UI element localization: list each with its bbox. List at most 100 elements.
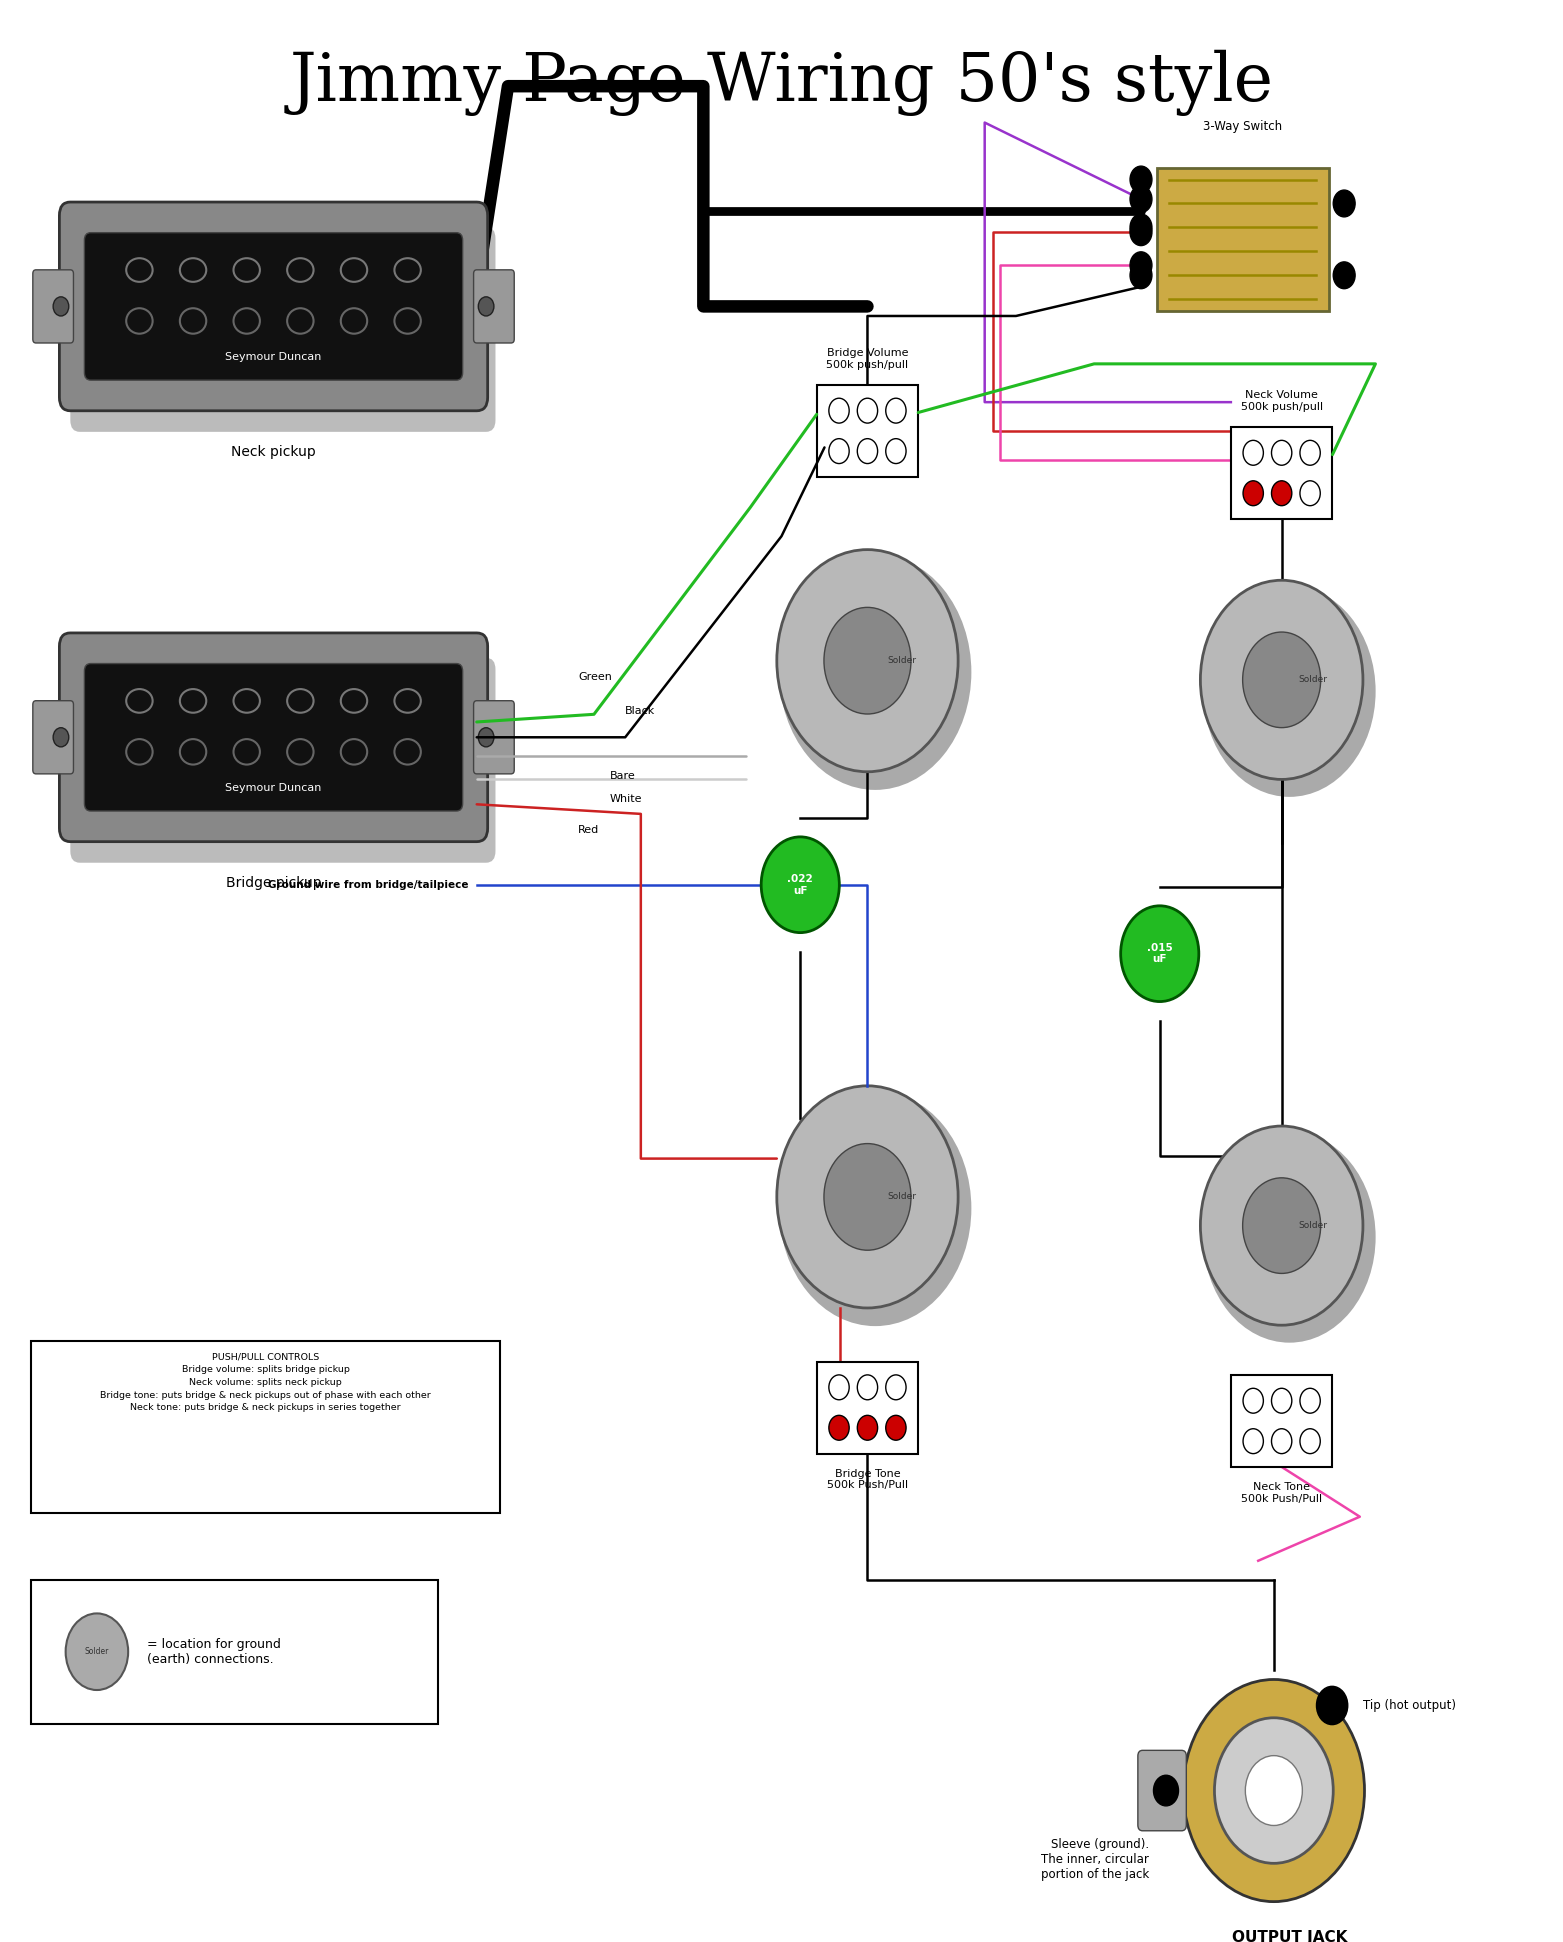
Circle shape xyxy=(780,1091,971,1326)
Text: Tip (hot output): Tip (hot output) xyxy=(1363,1699,1457,1713)
Circle shape xyxy=(1130,252,1152,278)
Ellipse shape xyxy=(233,740,259,765)
Text: Green: Green xyxy=(578,672,613,682)
Circle shape xyxy=(1243,1429,1263,1455)
Circle shape xyxy=(1316,1686,1347,1724)
Ellipse shape xyxy=(180,740,206,765)
Circle shape xyxy=(857,1416,878,1441)
Ellipse shape xyxy=(394,258,420,282)
Ellipse shape xyxy=(127,258,153,282)
Ellipse shape xyxy=(180,258,206,282)
Text: Jimmy Page Wiring 50's style: Jimmy Page Wiring 50's style xyxy=(289,50,1274,117)
Bar xyxy=(817,385,919,478)
Text: Neck pickup: Neck pickup xyxy=(231,445,316,458)
Text: Bridge Tone
500k Push/Pull: Bridge Tone 500k Push/Pull xyxy=(827,1468,908,1490)
Ellipse shape xyxy=(341,258,367,282)
Text: PUSH/PULL CONTROLS
Bridge volume: splits bridge pickup
Neck volume: splits neck : PUSH/PULL CONTROLS Bridge volume: splits… xyxy=(100,1352,431,1412)
Circle shape xyxy=(1183,1680,1364,1901)
Circle shape xyxy=(1243,1389,1263,1414)
Circle shape xyxy=(828,398,849,423)
Text: Neck Volume
500k push/pull: Neck Volume 500k push/pull xyxy=(1241,390,1322,412)
Text: Solder: Solder xyxy=(84,1647,109,1657)
Circle shape xyxy=(1271,441,1291,466)
Ellipse shape xyxy=(233,689,259,713)
Circle shape xyxy=(1153,1775,1179,1806)
Bar xyxy=(817,1361,919,1453)
Ellipse shape xyxy=(180,309,206,334)
FancyBboxPatch shape xyxy=(59,633,488,841)
Ellipse shape xyxy=(341,689,367,713)
Circle shape xyxy=(824,1144,911,1251)
Text: Bridge Volume
500k push/pull: Bridge Volume 500k push/pull xyxy=(827,348,908,369)
Circle shape xyxy=(1246,1756,1302,1825)
Circle shape xyxy=(1121,905,1199,1002)
Text: OUTPUT JACK: OUTPUT JACK xyxy=(1232,1930,1347,1942)
Circle shape xyxy=(828,1416,849,1441)
Ellipse shape xyxy=(288,740,314,765)
FancyBboxPatch shape xyxy=(84,233,463,381)
Ellipse shape xyxy=(233,258,259,282)
Circle shape xyxy=(886,398,907,423)
Circle shape xyxy=(780,555,971,790)
Bar xyxy=(1232,427,1332,519)
FancyBboxPatch shape xyxy=(33,701,73,773)
FancyBboxPatch shape xyxy=(84,664,463,812)
Text: Black: Black xyxy=(625,707,655,717)
Circle shape xyxy=(1333,262,1355,289)
Text: Solder: Solder xyxy=(1297,1222,1327,1229)
Text: Red: Red xyxy=(578,825,600,835)
Text: Solder: Solder xyxy=(888,656,916,666)
Ellipse shape xyxy=(341,740,367,765)
Ellipse shape xyxy=(233,309,259,334)
Circle shape xyxy=(1204,586,1375,796)
Circle shape xyxy=(1300,1389,1321,1414)
Circle shape xyxy=(1200,1126,1363,1324)
Circle shape xyxy=(1243,441,1263,466)
Text: = location for ground
(earth) connections.: = location for ground (earth) connection… xyxy=(147,1637,281,1666)
Circle shape xyxy=(886,1416,907,1441)
Text: 3-Way Switch: 3-Way Switch xyxy=(1204,120,1282,134)
Circle shape xyxy=(53,728,69,748)
Circle shape xyxy=(1130,262,1152,289)
Ellipse shape xyxy=(288,689,314,713)
Circle shape xyxy=(1271,1389,1291,1414)
Bar xyxy=(31,1581,438,1724)
Text: Neck Tone
500k Push/Pull: Neck Tone 500k Push/Pull xyxy=(1241,1482,1322,1503)
Ellipse shape xyxy=(180,689,206,713)
Circle shape xyxy=(1130,214,1152,241)
FancyBboxPatch shape xyxy=(59,202,488,412)
Circle shape xyxy=(478,297,494,317)
Circle shape xyxy=(1200,581,1363,779)
Ellipse shape xyxy=(394,689,420,713)
Ellipse shape xyxy=(394,740,420,765)
Circle shape xyxy=(761,837,839,932)
Circle shape xyxy=(857,1375,878,1400)
FancyBboxPatch shape xyxy=(474,701,514,773)
FancyBboxPatch shape xyxy=(70,658,495,862)
Ellipse shape xyxy=(394,309,420,334)
Circle shape xyxy=(1271,482,1291,505)
Ellipse shape xyxy=(127,689,153,713)
Circle shape xyxy=(53,297,69,317)
Circle shape xyxy=(857,439,878,464)
Circle shape xyxy=(1243,482,1263,505)
Ellipse shape xyxy=(341,309,367,334)
Text: Ground wire from bridge/tailpiece: Ground wire from bridge/tailpiece xyxy=(269,880,469,889)
Circle shape xyxy=(1204,1132,1375,1342)
Circle shape xyxy=(824,608,911,715)
Bar xyxy=(1157,167,1329,311)
Circle shape xyxy=(1243,1179,1321,1274)
FancyBboxPatch shape xyxy=(33,270,73,344)
Circle shape xyxy=(66,1614,128,1690)
Circle shape xyxy=(777,550,958,771)
Text: Solder: Solder xyxy=(888,1192,916,1202)
Text: Solder: Solder xyxy=(1297,676,1327,684)
Circle shape xyxy=(857,398,878,423)
Circle shape xyxy=(1333,190,1355,218)
Ellipse shape xyxy=(288,309,314,334)
Circle shape xyxy=(1271,1429,1291,1455)
FancyBboxPatch shape xyxy=(70,227,495,431)
Circle shape xyxy=(1243,631,1321,728)
Text: Seymour Duncan: Seymour Duncan xyxy=(225,352,322,363)
Bar xyxy=(31,1340,500,1513)
